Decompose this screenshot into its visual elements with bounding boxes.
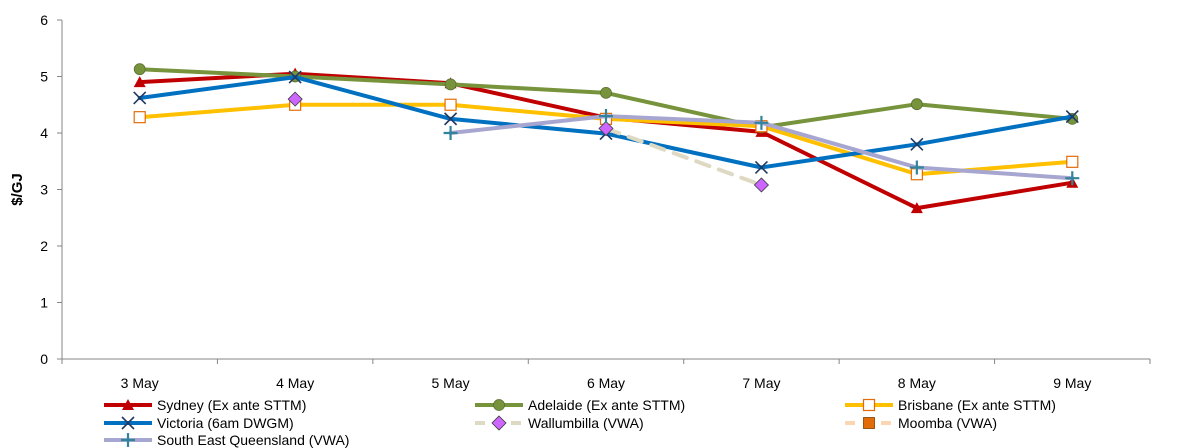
plus-marker <box>443 126 458 140</box>
triangle-marker <box>122 399 134 410</box>
legend-label: Victoria (6am DWGM) <box>157 415 294 431</box>
y-tick-label: 0 <box>40 351 48 367</box>
square-marker <box>133 111 146 124</box>
square-marker <box>862 398 876 412</box>
y-axis: 0 1 2 3 4 5 6 <box>40 12 63 367</box>
square-marker <box>444 98 457 111</box>
x-tick-label: 9 May <box>1053 375 1091 391</box>
square-marker <box>1066 155 1079 168</box>
legend: Sydney (Ex ante STTM) Adelaide (Ex ante S… <box>104 397 1056 448</box>
legend-item: Moomba (VWA) <box>845 415 997 431</box>
square-marker <box>863 417 875 429</box>
circle-marker <box>910 98 923 111</box>
diamond-marker <box>598 120 614 137</box>
plus-marker <box>909 160 924 175</box>
legend-item: Victoria (6am DWGM) <box>104 415 294 431</box>
x-axis: 3 May 4 May 5 May 6 May 7 May 8 May 9 May <box>61 358 1151 391</box>
x-tick-label: 5 May <box>432 375 470 391</box>
x-tick-label: 7 May <box>742 375 780 391</box>
circle-marker <box>444 78 457 91</box>
legend-label: Brisbane (Ex ante STTM) <box>898 397 1056 413</box>
diamond-marker <box>753 177 769 193</box>
circle-marker <box>600 86 612 99</box>
y-axis-label: $/GJ <box>9 173 26 206</box>
legend-label: Sydney (Ex ante STTM) <box>157 397 306 413</box>
x-marker <box>1065 110 1079 124</box>
x-tick-label: 3 May <box>121 375 159 391</box>
x-marker <box>754 160 768 175</box>
y-tick-label: 3 <box>40 182 48 198</box>
circle-marker <box>133 63 146 76</box>
plus-marker <box>599 109 613 124</box>
y-tick-label: 6 <box>40 12 48 28</box>
triangle-marker <box>910 202 923 214</box>
y-tick-label: 2 <box>40 238 48 254</box>
series-line <box>604 126 764 187</box>
triangle-marker <box>133 76 146 88</box>
x-marker <box>133 91 147 105</box>
y-tick-label: 5 <box>40 69 48 85</box>
legend-item: Wallumbilla (VWA) <box>475 415 644 431</box>
circle-marker <box>493 399 505 411</box>
diamond-marker <box>491 415 507 431</box>
diamond-marker <box>287 91 303 107</box>
x-marker <box>444 112 458 126</box>
x-marker <box>288 70 302 84</box>
plus-marker <box>754 115 769 130</box>
legend-item: Sydney (Ex ante STTM) <box>104 397 306 413</box>
plot-area <box>133 63 1080 214</box>
legend-item: Adelaide (Ex ante STTM) <box>475 397 685 413</box>
legend-label: Wallumbilla (VWA) <box>528 415 644 431</box>
y-tick-label: 4 <box>40 125 48 141</box>
legend-item: South East Queensland (VWA) <box>104 432 349 448</box>
legend-item: Brisbane (Ex ante STTM) <box>845 397 1056 413</box>
x-tick-label: 4 May <box>276 375 314 391</box>
x-tick-label: 6 May <box>587 375 625 391</box>
legend-label: Adelaide (Ex ante STTM) <box>528 397 685 413</box>
series-6 <box>443 109 1080 186</box>
series-4 <box>287 91 769 193</box>
legend-label: Moomba (VWA) <box>898 415 997 431</box>
x-tick-label: 8 May <box>898 375 936 391</box>
plus-marker <box>1065 171 1080 186</box>
legend-label: South East Queensland (VWA) <box>157 432 349 448</box>
x-marker <box>910 137 924 151</box>
y-tick-label: 1 <box>40 295 48 311</box>
x-marker <box>121 416 135 430</box>
plus-marker <box>121 433 135 447</box>
